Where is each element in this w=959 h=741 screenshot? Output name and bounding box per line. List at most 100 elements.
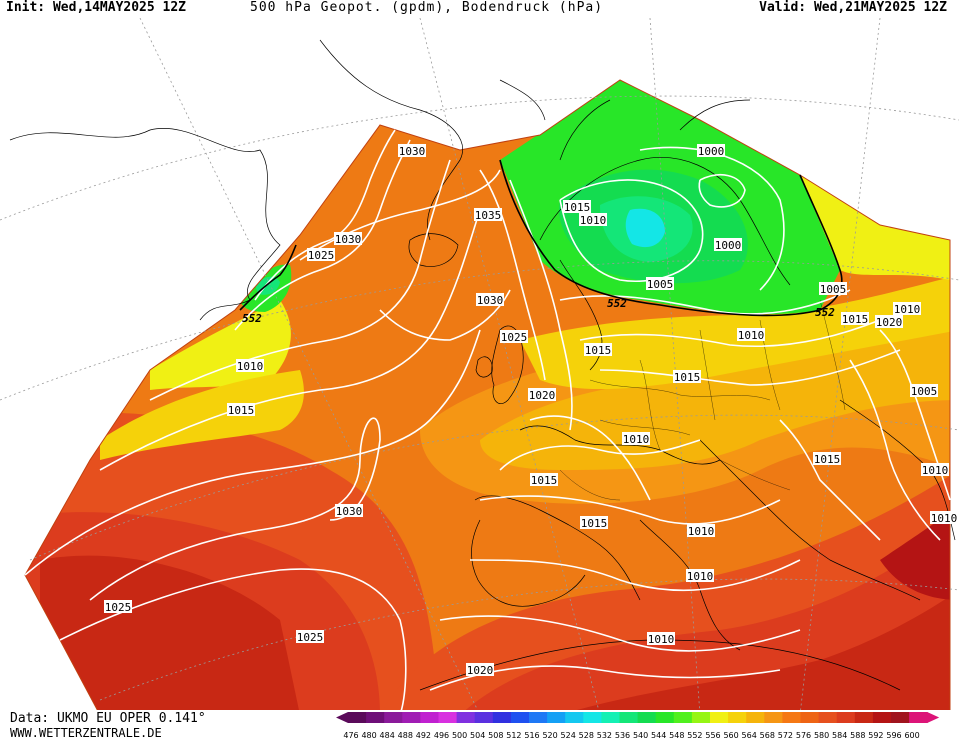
svg-text:1015: 1015 xyxy=(531,474,558,487)
geopotential-field xyxy=(25,80,950,710)
legend-swatch xyxy=(728,712,747,723)
legend-label: 596 xyxy=(886,731,901,740)
legend-label: 476 xyxy=(343,731,358,740)
chart-title: 500 hPa Geopot. (gpdm), Bodendruck (hPa) xyxy=(250,0,604,15)
isobar-label: 1030 xyxy=(476,293,504,307)
isobar-label: 1005 xyxy=(819,282,847,296)
legend-label: 500 xyxy=(452,731,467,740)
legend-swatch xyxy=(529,712,548,723)
svg-text:1025: 1025 xyxy=(501,331,528,344)
svg-text:1015: 1015 xyxy=(228,404,255,417)
isobar-label: 1005 xyxy=(910,384,938,398)
isobar-label: 1010 xyxy=(236,359,264,373)
domain-outline xyxy=(24,79,951,710)
svg-text:1035: 1035 xyxy=(475,209,502,222)
legend-swatch xyxy=(547,712,566,723)
svg-text:1025: 1025 xyxy=(297,631,324,644)
website-link[interactable]: WWW.WETTERZENTRALE.DE xyxy=(10,726,162,740)
legend-label: 564 xyxy=(742,731,757,740)
svg-text:1020: 1020 xyxy=(467,664,494,677)
isobar-label: 1025 xyxy=(296,630,324,644)
isobar-label: 1020 xyxy=(466,663,494,677)
svg-text:1015: 1015 xyxy=(842,313,869,326)
legend-swatch xyxy=(366,712,385,723)
legend-label: 544 xyxy=(651,731,666,740)
legend-swatch xyxy=(800,712,820,723)
svg-text:1000: 1000 xyxy=(715,239,742,252)
legend-swatch xyxy=(691,712,711,723)
legend-swatch xyxy=(637,712,657,723)
isobar-label: 1025 xyxy=(307,248,335,262)
legend-swatch xyxy=(510,712,530,723)
legend-swatch xyxy=(438,712,458,723)
legend-label: 532 xyxy=(597,731,612,740)
legend-label: 600 xyxy=(904,731,919,740)
legend-arrow-right xyxy=(927,712,940,723)
legend-label: 504 xyxy=(470,731,485,740)
svg-text:1015: 1015 xyxy=(814,453,841,466)
isobar-label: 1030 xyxy=(398,144,426,158)
legend-label: 560 xyxy=(723,731,738,740)
isobar-label: 1015 xyxy=(841,312,869,326)
svg-text:1020: 1020 xyxy=(876,316,903,329)
svg-text:1025: 1025 xyxy=(308,249,335,262)
svg-text:1010: 1010 xyxy=(237,360,264,373)
isobar-label: 1015 xyxy=(813,452,841,466)
legend-swatch xyxy=(872,712,892,723)
legend-label: 528 xyxy=(579,731,594,740)
legend-swatch xyxy=(420,712,439,723)
graticule xyxy=(0,18,959,710)
legend-swatch xyxy=(601,712,620,723)
isobars xyxy=(24,129,951,710)
init-time: Init: Wed,14MAY2025 12Z xyxy=(6,0,187,15)
legend-swatch xyxy=(782,712,801,723)
legend-label: 520 xyxy=(542,731,557,740)
legend-swatch xyxy=(619,712,639,723)
legend-swatch xyxy=(854,712,874,723)
isobar-label: 1010 xyxy=(579,213,607,227)
data-source: Data: UKMO EU OPER 0.141° xyxy=(10,711,206,726)
borders xyxy=(559,299,846,501)
isobar-label: 1030 xyxy=(334,232,362,246)
legend-swatch xyxy=(402,712,421,723)
isobar-label: 1020 xyxy=(875,315,903,329)
legend-swatch xyxy=(746,712,765,723)
legend-label: 576 xyxy=(796,731,811,740)
legend-label: 540 xyxy=(633,731,648,740)
geopotential-label: 552 xyxy=(242,312,262,325)
svg-text:1010: 1010 xyxy=(894,303,921,316)
svg-text:1010: 1010 xyxy=(688,525,715,538)
legend-swatch xyxy=(909,712,928,723)
svg-text:1030: 1030 xyxy=(335,233,362,246)
geopotential-labels: 552 552 552 xyxy=(242,297,835,325)
isobar-label: 1025 xyxy=(104,600,132,614)
isobar-label: 1010 xyxy=(921,463,949,477)
svg-text:1010: 1010 xyxy=(648,633,675,646)
legend-label: 516 xyxy=(524,731,539,740)
isobar-label: 1010 xyxy=(686,569,714,583)
isobar-label: 1020 xyxy=(528,388,556,402)
isobar-label: 1035 xyxy=(474,208,502,222)
legend-swatch xyxy=(384,712,403,723)
svg-text:1015: 1015 xyxy=(674,371,701,384)
weather-map: 1030103510301025103010251010101510301025… xyxy=(0,18,959,710)
legend-label: 556 xyxy=(705,731,720,740)
isobar-label: 1015 xyxy=(563,200,591,214)
isobar-label: 1010 xyxy=(647,632,675,646)
isobar-label: 1030 xyxy=(335,504,363,518)
isobar-label: 1015 xyxy=(673,370,701,384)
svg-text:1030: 1030 xyxy=(336,505,363,518)
isobar-label: 1015 xyxy=(580,516,608,530)
legend-label: 508 xyxy=(488,731,503,740)
isobar-label: 1000 xyxy=(697,144,725,158)
isobar-label: 1025 xyxy=(500,330,528,344)
legend-label: 496 xyxy=(434,731,449,740)
svg-text:1010: 1010 xyxy=(931,512,958,525)
svg-text:1015: 1015 xyxy=(564,201,591,214)
isobar-label: 1010 xyxy=(893,302,921,316)
legend-label: 572 xyxy=(778,731,793,740)
legend-swatch xyxy=(836,712,856,723)
legend-label: 492 xyxy=(416,731,431,740)
svg-text:1005: 1005 xyxy=(647,278,674,291)
legend-label: 584 xyxy=(832,731,847,740)
